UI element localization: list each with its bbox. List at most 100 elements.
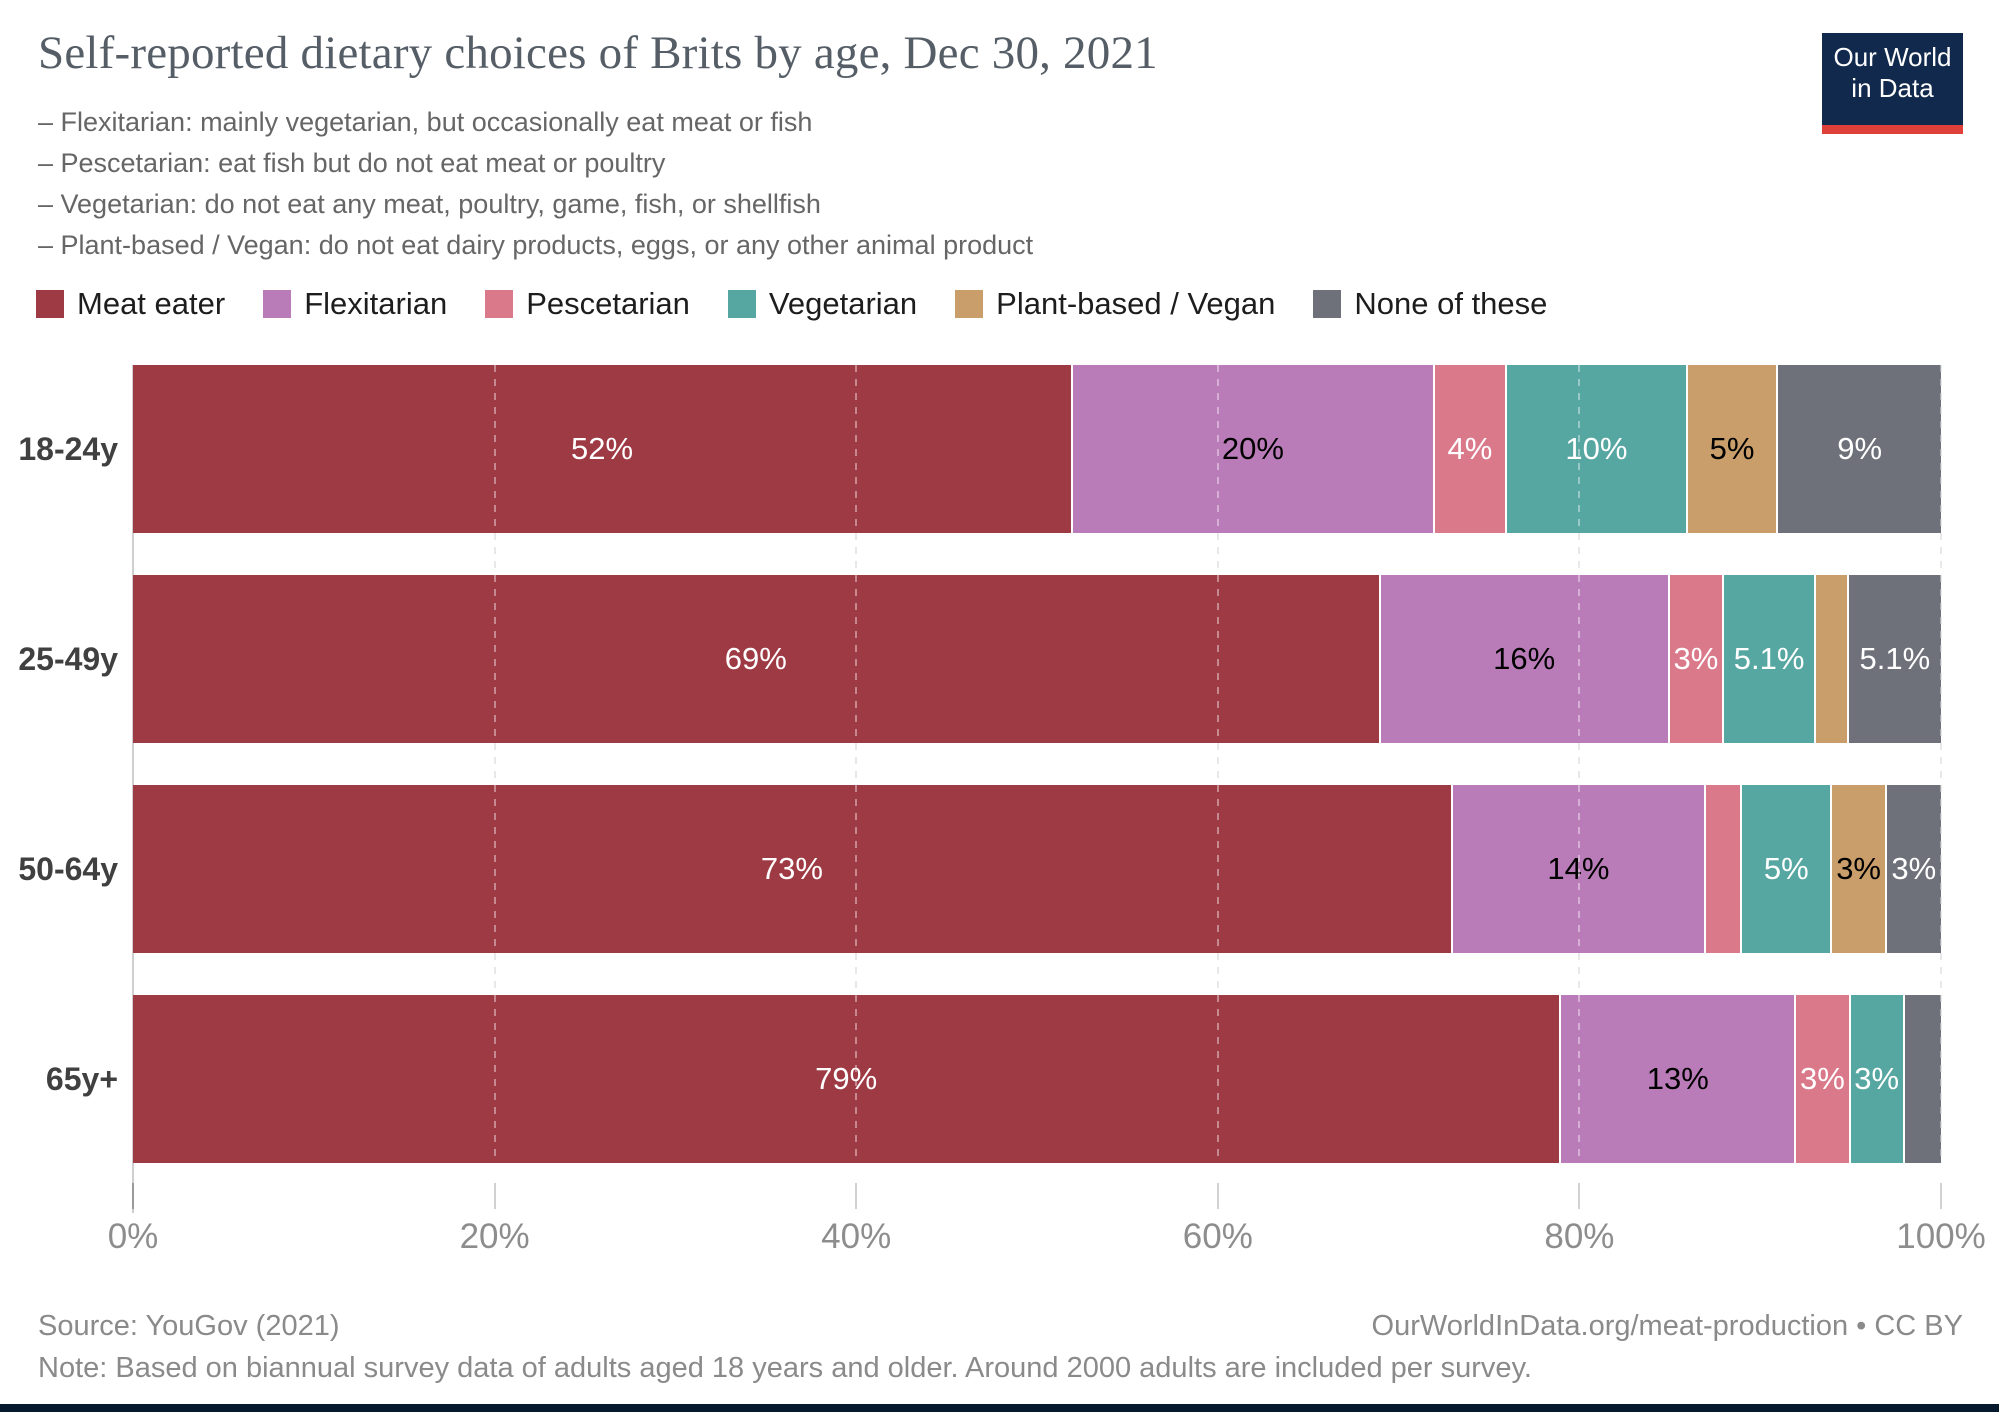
y-axis-label-50-64y: 50-64y (18, 851, 118, 887)
legend-swatch-pescetarian (485, 290, 514, 318)
bar-segment-pescetarian[interactable]: 3% (1796, 995, 1851, 1163)
bottom-accent-bar (0, 1404, 1999, 1412)
x-axis-label-80: 80% (1544, 1217, 1615, 1256)
bar-segment-vegetarian[interactable]: 10% (1507, 365, 1688, 533)
gridline-overlay-60 (1216, 365, 1219, 1163)
legend-swatch-flexitarian (263, 290, 292, 318)
bar-segment-pescetarian[interactable]: 4% (1434, 365, 1508, 533)
bar-value-label: 10% (1565, 431, 1628, 466)
bar-segment-meat-eater[interactable]: 52% (133, 365, 1074, 533)
bar-segment-none-of-these[interactable] (1904, 995, 1941, 1163)
bar-segment-plant-based-vegan[interactable]: 5% (1687, 365, 1779, 533)
bar-segment-vegetarian[interactable]: 3% (1850, 995, 1905, 1163)
y-axis-label-25-49y: 25-49y (18, 641, 118, 677)
bar-value-label: 5% (1763, 851, 1809, 886)
bar-segment-pescetarian[interactable]: 3% (1669, 575, 1725, 743)
subtitle-line-vegetarian: – Vegetarian: do not eat any meat, poult… (38, 189, 821, 219)
legend-swatch-none-of-these (1313, 290, 1342, 318)
x-tick-40 (855, 1183, 858, 1209)
x-tick-0 (132, 1183, 134, 1209)
bar-segment-none-of-these[interactable]: 9% (1778, 365, 1941, 533)
bar-segment-vegetarian[interactable]: 5.1% (1724, 575, 1817, 743)
bar-segment-vegetarian[interactable]: 5% (1742, 785, 1833, 953)
legend-label: Vegetarian (768, 286, 918, 321)
bar-value-label: 16% (1493, 641, 1556, 676)
x-tick-20 (493, 1183, 496, 1209)
bar-row-50-64y: 73% 14% 5% 3% 3% (133, 785, 1941, 953)
gridline-overlay-100 (1940, 365, 1942, 1163)
x-axis-label-0: 0% (107, 1217, 159, 1256)
legend-item-meat-eater[interactable]: Meat eater (36, 286, 225, 322)
x-axis-label-40: 40% (821, 1217, 892, 1256)
legend-swatch-vegetarian (727, 290, 756, 318)
footer-attribution-link[interactable]: OurWorldInData.org/meat-production • CC … (1371, 1310, 1963, 1342)
legend-label: Flexitarian (304, 286, 448, 321)
subtitle-line-plantbased: – Plant-based / Vegan: do not eat dairy … (38, 230, 1034, 260)
gridline-40 (855, 365, 858, 1163)
x-tick-80 (1578, 1183, 1581, 1209)
gridline-overlay-40 (855, 365, 858, 1163)
chart-subtitle: – Flexitarian: mainly vegetarian, but oc… (38, 102, 1033, 266)
x-axis-label-100: 100% (1896, 1217, 1986, 1256)
subtitle-line-pescetarian: – Pescetarian: eat fish but do not eat m… (38, 148, 666, 178)
bar-value-label: 79% (815, 1061, 878, 1096)
x-axis-label-60: 60% (1182, 1217, 1253, 1256)
legend-item-plant-based-vegan[interactable]: Plant-based / Vegan (955, 286, 1275, 322)
legend-label: Pescetarian (526, 286, 690, 321)
bar-segment-flexitarian[interactable]: 13% (1561, 995, 1797, 1163)
gridline-100 (1940, 365, 1942, 1163)
bar-segment-flexitarian[interactable]: 20% (1073, 365, 1435, 533)
legend-swatch-meat-eater (36, 290, 64, 318)
bar-value-label: 3% (1854, 1061, 1900, 1096)
y-axis-label-18-24y: 18-24y (18, 431, 118, 467)
bar-value-label: 3% (1891, 851, 1937, 886)
legend-label: None of these (1354, 286, 1548, 321)
bar-value-label: 52% (571, 431, 634, 466)
stacked-bar-plot: 52% 20% 4% 10% 5% 9% 18-24y 69% 16% 3% 5.1% 5.1% 25-… (18, 365, 1986, 1256)
x-tick-100 (1940, 1183, 1942, 1209)
chart-legend: Meat eater Flexitarian Pescetarian Vegetari… (36, 286, 1547, 322)
bar-value-label: 13% (1646, 1061, 1709, 1096)
bar-segment-none-of-these[interactable]: 3% (1886, 785, 1941, 953)
bar-value-label: 9% (1837, 431, 1883, 466)
bar-segment-meat-eater[interactable]: 73% (133, 785, 1453, 953)
gridline-80 (1578, 365, 1581, 1163)
owid-logo[interactable]: Our World in Data (1822, 33, 1963, 134)
legend-item-pescetarian[interactable]: Pescetarian (485, 286, 690, 322)
bar-value-label: 69% (724, 641, 787, 676)
bar-value-label: 20% (1221, 431, 1284, 466)
legend-label: Meat eater (77, 286, 226, 321)
bar-segment-meat-eater[interactable]: 69% (133, 575, 1381, 743)
legend-label: Plant-based / Vegan (996, 286, 1276, 321)
bar-value-label: 3% (1673, 641, 1719, 676)
bar-segment-flexitarian[interactable]: 16% (1380, 575, 1670, 743)
bar-value-label: 5.1% (1733, 641, 1805, 676)
bar-segment-none-of-these[interactable]: 5.1% (1848, 575, 1941, 743)
bar-value-label: 5.1% (1859, 641, 1931, 676)
y-axis-label-65y: 65y+ (45, 1061, 118, 1097)
gridline-60 (1216, 365, 1219, 1163)
bar-segment-flexitarian[interactable]: 14% (1452, 785, 1706, 953)
bar-value-label: 5% (1709, 431, 1755, 466)
bar-value-label: 4% (1447, 431, 1493, 466)
gridline-overlay-20 (493, 365, 496, 1163)
legend-item-flexitarian[interactable]: Flexitarian (263, 286, 447, 322)
bar-value-label: 14% (1547, 851, 1610, 886)
subtitle-line-flexitarian: – Flexitarian: mainly vegetarian, but oc… (38, 107, 813, 137)
bar-segment-plant-based-vegan[interactable]: 3% (1832, 785, 1887, 953)
owid-logo-accent-bar (1822, 125, 1963, 134)
bar-segment-meat-eater[interactable]: 79% (133, 995, 1562, 1163)
bar-segment-plant-based-vegan[interactable] (1816, 575, 1849, 743)
bar-value-label: 73% (760, 851, 823, 886)
bar-row-65y: 79% 13% 3% 3% (133, 995, 1941, 1163)
legend-item-none-of-these[interactable]: None of these (1313, 286, 1547, 322)
x-axis-label-20: 20% (459, 1217, 530, 1256)
bar-row-25-49y: 69% 16% 3% 5.1% 5.1% (133, 575, 1941, 743)
gridline-20 (493, 365, 496, 1163)
owid-logo-line1: Our World (1833, 42, 1952, 72)
legend-item-vegetarian[interactable]: Vegetarian (727, 286, 918, 322)
footer-source: Source: YouGov (2021) (38, 1310, 340, 1342)
chart-title: Self-reported dietary choices of Brits b… (38, 27, 1158, 79)
bar-segment-pescetarian[interactable] (1705, 785, 1743, 953)
